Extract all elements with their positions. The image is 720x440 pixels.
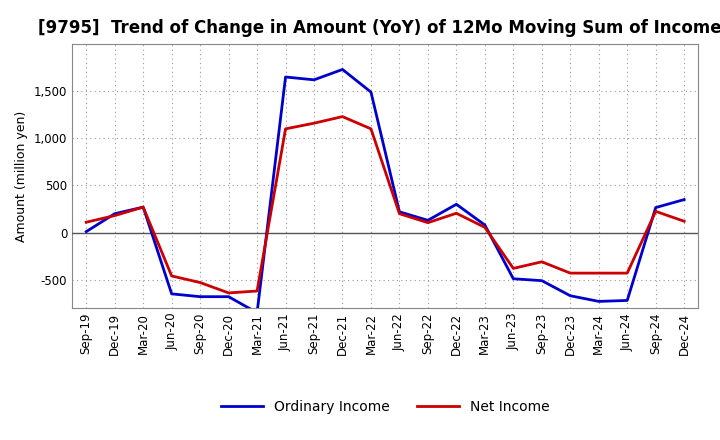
Net Income bbox=[338, 114, 347, 119]
Ordinary Income bbox=[537, 278, 546, 283]
Legend: Ordinary Income, Net Income: Ordinary Income, Net Income bbox=[215, 394, 555, 419]
Ordinary Income bbox=[566, 293, 575, 298]
Net Income bbox=[452, 211, 461, 216]
Net Income bbox=[595, 271, 603, 276]
Net Income bbox=[652, 209, 660, 214]
Net Income bbox=[310, 121, 318, 126]
Net Income bbox=[82, 220, 91, 225]
Ordinary Income bbox=[623, 298, 631, 303]
Ordinary Income bbox=[196, 294, 204, 299]
Ordinary Income bbox=[139, 205, 148, 210]
Ordinary Income bbox=[423, 218, 432, 223]
Net Income bbox=[225, 290, 233, 296]
Ordinary Income bbox=[680, 197, 688, 202]
Net Income bbox=[282, 126, 290, 132]
Ordinary Income bbox=[509, 276, 518, 282]
Ordinary Income bbox=[82, 229, 91, 234]
Ordinary Income bbox=[310, 77, 318, 82]
Net Income bbox=[167, 273, 176, 279]
Ordinary Income bbox=[110, 211, 119, 216]
Title: [9795]  Trend of Change in Amount (YoY) of 12Mo Moving Sum of Incomes: [9795] Trend of Change in Amount (YoY) o… bbox=[38, 19, 720, 37]
Ordinary Income bbox=[167, 291, 176, 297]
Net Income bbox=[366, 126, 375, 132]
Ordinary Income bbox=[225, 294, 233, 299]
Ordinary Income bbox=[480, 222, 489, 227]
Ordinary Income bbox=[452, 202, 461, 207]
Ordinary Income bbox=[395, 209, 404, 214]
Net Income bbox=[509, 266, 518, 271]
Net Income bbox=[110, 213, 119, 218]
Net Income bbox=[623, 271, 631, 276]
Ordinary Income bbox=[282, 74, 290, 80]
Net Income bbox=[139, 205, 148, 210]
Net Income bbox=[423, 220, 432, 225]
Net Income bbox=[680, 219, 688, 224]
Ordinary Income bbox=[366, 89, 375, 95]
Net Income bbox=[395, 211, 404, 216]
Net Income bbox=[566, 271, 575, 276]
Net Income bbox=[537, 259, 546, 264]
Ordinary Income bbox=[338, 67, 347, 72]
Line: Net Income: Net Income bbox=[86, 117, 684, 293]
Ordinary Income bbox=[595, 299, 603, 304]
Y-axis label: Amount (million yen): Amount (million yen) bbox=[15, 110, 28, 242]
Ordinary Income bbox=[253, 310, 261, 315]
Line: Ordinary Income: Ordinary Income bbox=[86, 70, 684, 313]
Net Income bbox=[253, 288, 261, 293]
Net Income bbox=[480, 225, 489, 230]
Ordinary Income bbox=[652, 205, 660, 210]
Net Income bbox=[196, 280, 204, 285]
